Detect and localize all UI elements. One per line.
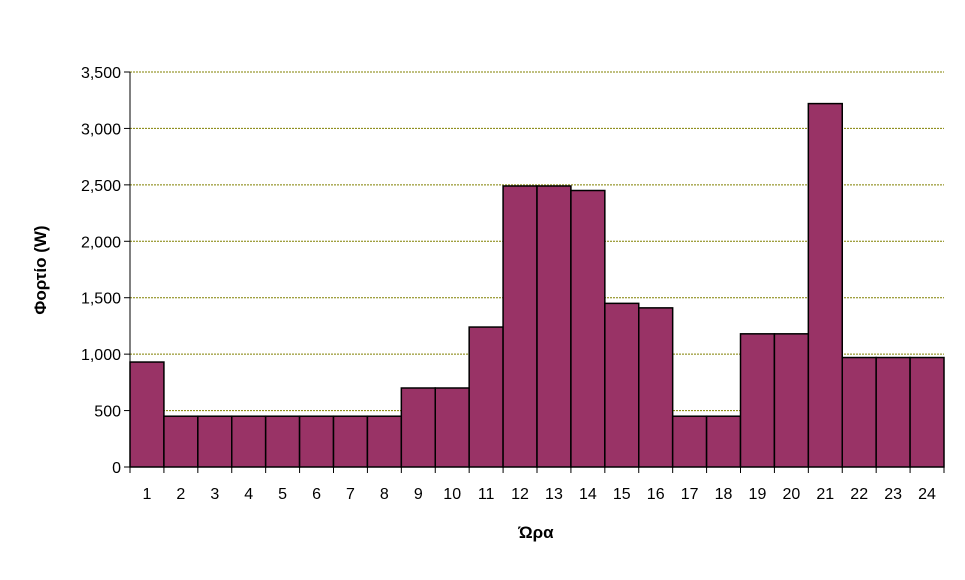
bar-hour-1 (129, 361, 165, 468)
bar-hour-7 (332, 415, 369, 468)
x-tick-label: 12 (511, 486, 529, 503)
x-tick-label: 19 (749, 486, 767, 503)
x-tick-label: 8 (380, 486, 389, 503)
axes (124, 71, 945, 473)
x-tick-label: 13 (545, 486, 563, 503)
bar-hour-19 (739, 333, 776, 468)
x-tick-label: 3 (210, 486, 219, 503)
bar-hour-2 (163, 415, 199, 468)
bar-hour-15 (604, 302, 640, 468)
bar-hour-5 (264, 415, 301, 468)
x-tick-label: 1 (143, 486, 152, 503)
bar-hour-20 (773, 333, 810, 468)
x-tick-label: 21 (816, 486, 834, 503)
y-tick-label: 2,000 (81, 234, 121, 251)
bar-hour-22 (841, 356, 877, 468)
y-tick-label: 500 (94, 404, 121, 421)
x-tick-label: 24 (918, 486, 936, 503)
x-axis-title: Ώρα (517, 523, 554, 542)
y-tick-label: 3,000 (81, 121, 121, 138)
bar-hour-3 (197, 415, 233, 468)
y-tick-label: 1,500 (81, 291, 121, 308)
y-tick-label: 3,500 (81, 65, 121, 82)
y-tick-label: 0 (112, 460, 121, 477)
x-tick-label: 18 (715, 486, 733, 503)
y-axis-title: Φορτίο (W) (31, 225, 50, 314)
bar-hour-9 (400, 387, 437, 468)
x-tick-labels: 1 2 3 4 5 6 7 8 9 10 11 12 13 14 15 16 17 18 19 20 21 22 23 24 (143, 486, 937, 503)
x-tick-label: 16 (647, 486, 665, 503)
bar-hour-12 (502, 185, 538, 468)
bar-hour-10 (434, 387, 470, 468)
x-tick-label: 4 (244, 486, 253, 503)
x-tick-label: 20 (782, 486, 800, 503)
y-tick-label: 1,000 (81, 347, 121, 364)
bar-hour-24 (909, 356, 945, 468)
x-tick-label: 11 (478, 486, 495, 503)
x-tick-label: 15 (613, 486, 631, 503)
x-tick-label: 5 (278, 486, 287, 503)
bar-hour-21 (807, 102, 843, 468)
x-tick-label: 9 (414, 486, 423, 503)
x-tick-label: 23 (884, 486, 902, 503)
bar-hour-18 (705, 415, 742, 468)
bars (129, 102, 945, 468)
bar-hour-6 (298, 415, 335, 468)
x-tick-label: 22 (850, 486, 868, 503)
bar-hour-11 (468, 326, 504, 468)
bar-hour-23 (875, 356, 911, 468)
bar-hour-17 (671, 415, 708, 468)
x-tick-label: 6 (312, 486, 321, 503)
bar-hour-8 (366, 415, 403, 468)
y-tick-labels: 0 500 1,000 1,500 2,000 2,500 3,000 3,500 (81, 65, 121, 477)
x-tick-label: 17 (681, 486, 699, 503)
bar-hour-16 (638, 307, 674, 468)
bar-hour-4 (231, 415, 267, 468)
x-tick-label: 10 (443, 486, 461, 503)
bar-hour-14 (570, 189, 606, 468)
x-tick-label: 7 (346, 486, 355, 503)
bar-hour-13 (536, 185, 572, 468)
y-tick-label: 2,500 (81, 178, 121, 195)
x-tick-label: 14 (579, 486, 597, 503)
x-tick-label: 2 (176, 486, 185, 503)
